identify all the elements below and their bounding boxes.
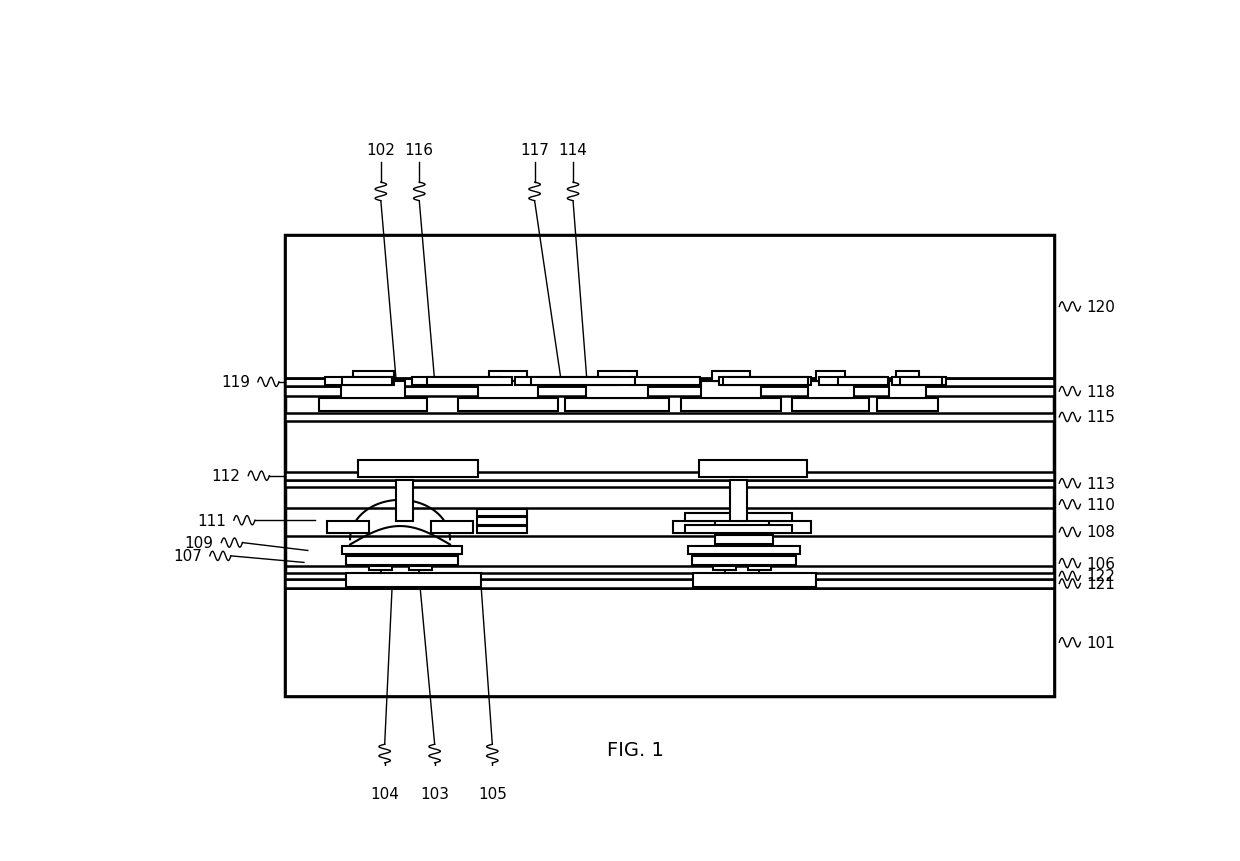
Bar [285, 387, 1054, 396]
Bar [684, 514, 792, 522]
Text: 111: 111 [197, 513, 226, 528]
Bar [820, 378, 884, 386]
Bar [673, 522, 715, 534]
Bar [889, 382, 926, 399]
Bar [892, 378, 946, 386]
Bar [397, 480, 413, 522]
Bar [285, 480, 1054, 487]
Text: 102: 102 [366, 143, 396, 158]
Bar [719, 378, 811, 386]
Bar [769, 522, 811, 534]
Text: 122: 122 [1086, 569, 1115, 584]
Bar [285, 378, 1054, 387]
Text: 109: 109 [185, 536, 213, 550]
Text: 114: 114 [558, 143, 588, 158]
Bar [342, 546, 461, 554]
Text: 120: 120 [1086, 300, 1115, 314]
Bar [285, 579, 1054, 588]
Bar [320, 399, 427, 411]
Bar [430, 522, 474, 534]
Bar [807, 382, 853, 399]
Bar [565, 399, 670, 411]
Text: 106: 106 [1086, 556, 1115, 571]
Bar [346, 556, 458, 566]
Bar [285, 414, 1054, 421]
Bar [598, 371, 637, 382]
Text: 116: 116 [404, 143, 434, 158]
Bar [477, 526, 527, 534]
Bar [877, 399, 939, 411]
Bar [285, 573, 1054, 579]
Bar [715, 535, 773, 545]
Bar [409, 567, 433, 571]
Text: FIG. 1: FIG. 1 [608, 740, 663, 759]
Bar [699, 461, 807, 478]
Bar [427, 378, 512, 386]
Bar [327, 522, 370, 534]
Text: 119: 119 [221, 375, 250, 390]
Text: 103: 103 [420, 786, 449, 802]
Bar [713, 567, 737, 571]
Text: 112: 112 [212, 468, 241, 484]
Text: 110: 110 [1086, 497, 1115, 512]
Bar [358, 461, 477, 478]
Bar [693, 573, 816, 587]
Bar [412, 378, 500, 386]
Bar [838, 378, 888, 386]
Bar [489, 371, 527, 382]
Bar [712, 371, 750, 382]
Text: 117: 117 [520, 143, 549, 158]
Bar [900, 378, 942, 386]
Bar [688, 546, 800, 554]
Bar [895, 371, 919, 382]
Text: 107: 107 [174, 548, 202, 564]
Bar [342, 378, 392, 386]
Bar [730, 480, 746, 522]
Bar [477, 509, 527, 517]
Text: 121: 121 [1086, 576, 1115, 592]
Bar [701, 382, 760, 399]
Bar [681, 399, 781, 411]
Text: 113: 113 [1086, 476, 1115, 491]
Bar [341, 382, 405, 399]
Bar [325, 378, 394, 386]
Text: 118: 118 [1086, 384, 1115, 400]
Bar [516, 378, 619, 386]
Bar [370, 567, 392, 571]
Bar [285, 588, 1054, 697]
Bar [285, 473, 1054, 480]
Bar [531, 378, 635, 386]
Bar [723, 378, 807, 386]
Bar [285, 236, 1054, 697]
Bar [792, 399, 869, 411]
Bar [684, 526, 792, 534]
Bar [346, 573, 481, 587]
Bar [692, 556, 796, 566]
Bar [816, 371, 846, 382]
Bar [285, 236, 1054, 378]
Bar [352, 371, 393, 382]
Text: 101: 101 [1086, 635, 1115, 650]
Bar [477, 517, 527, 525]
Text: 104: 104 [371, 786, 399, 802]
Bar [748, 567, 771, 571]
Bar [458, 399, 558, 411]
Bar [631, 378, 699, 386]
Bar [477, 382, 538, 399]
Text: 105: 105 [477, 786, 507, 802]
Text: 115: 115 [1086, 410, 1115, 425]
Text: 108: 108 [1086, 525, 1115, 540]
Bar [587, 382, 649, 399]
